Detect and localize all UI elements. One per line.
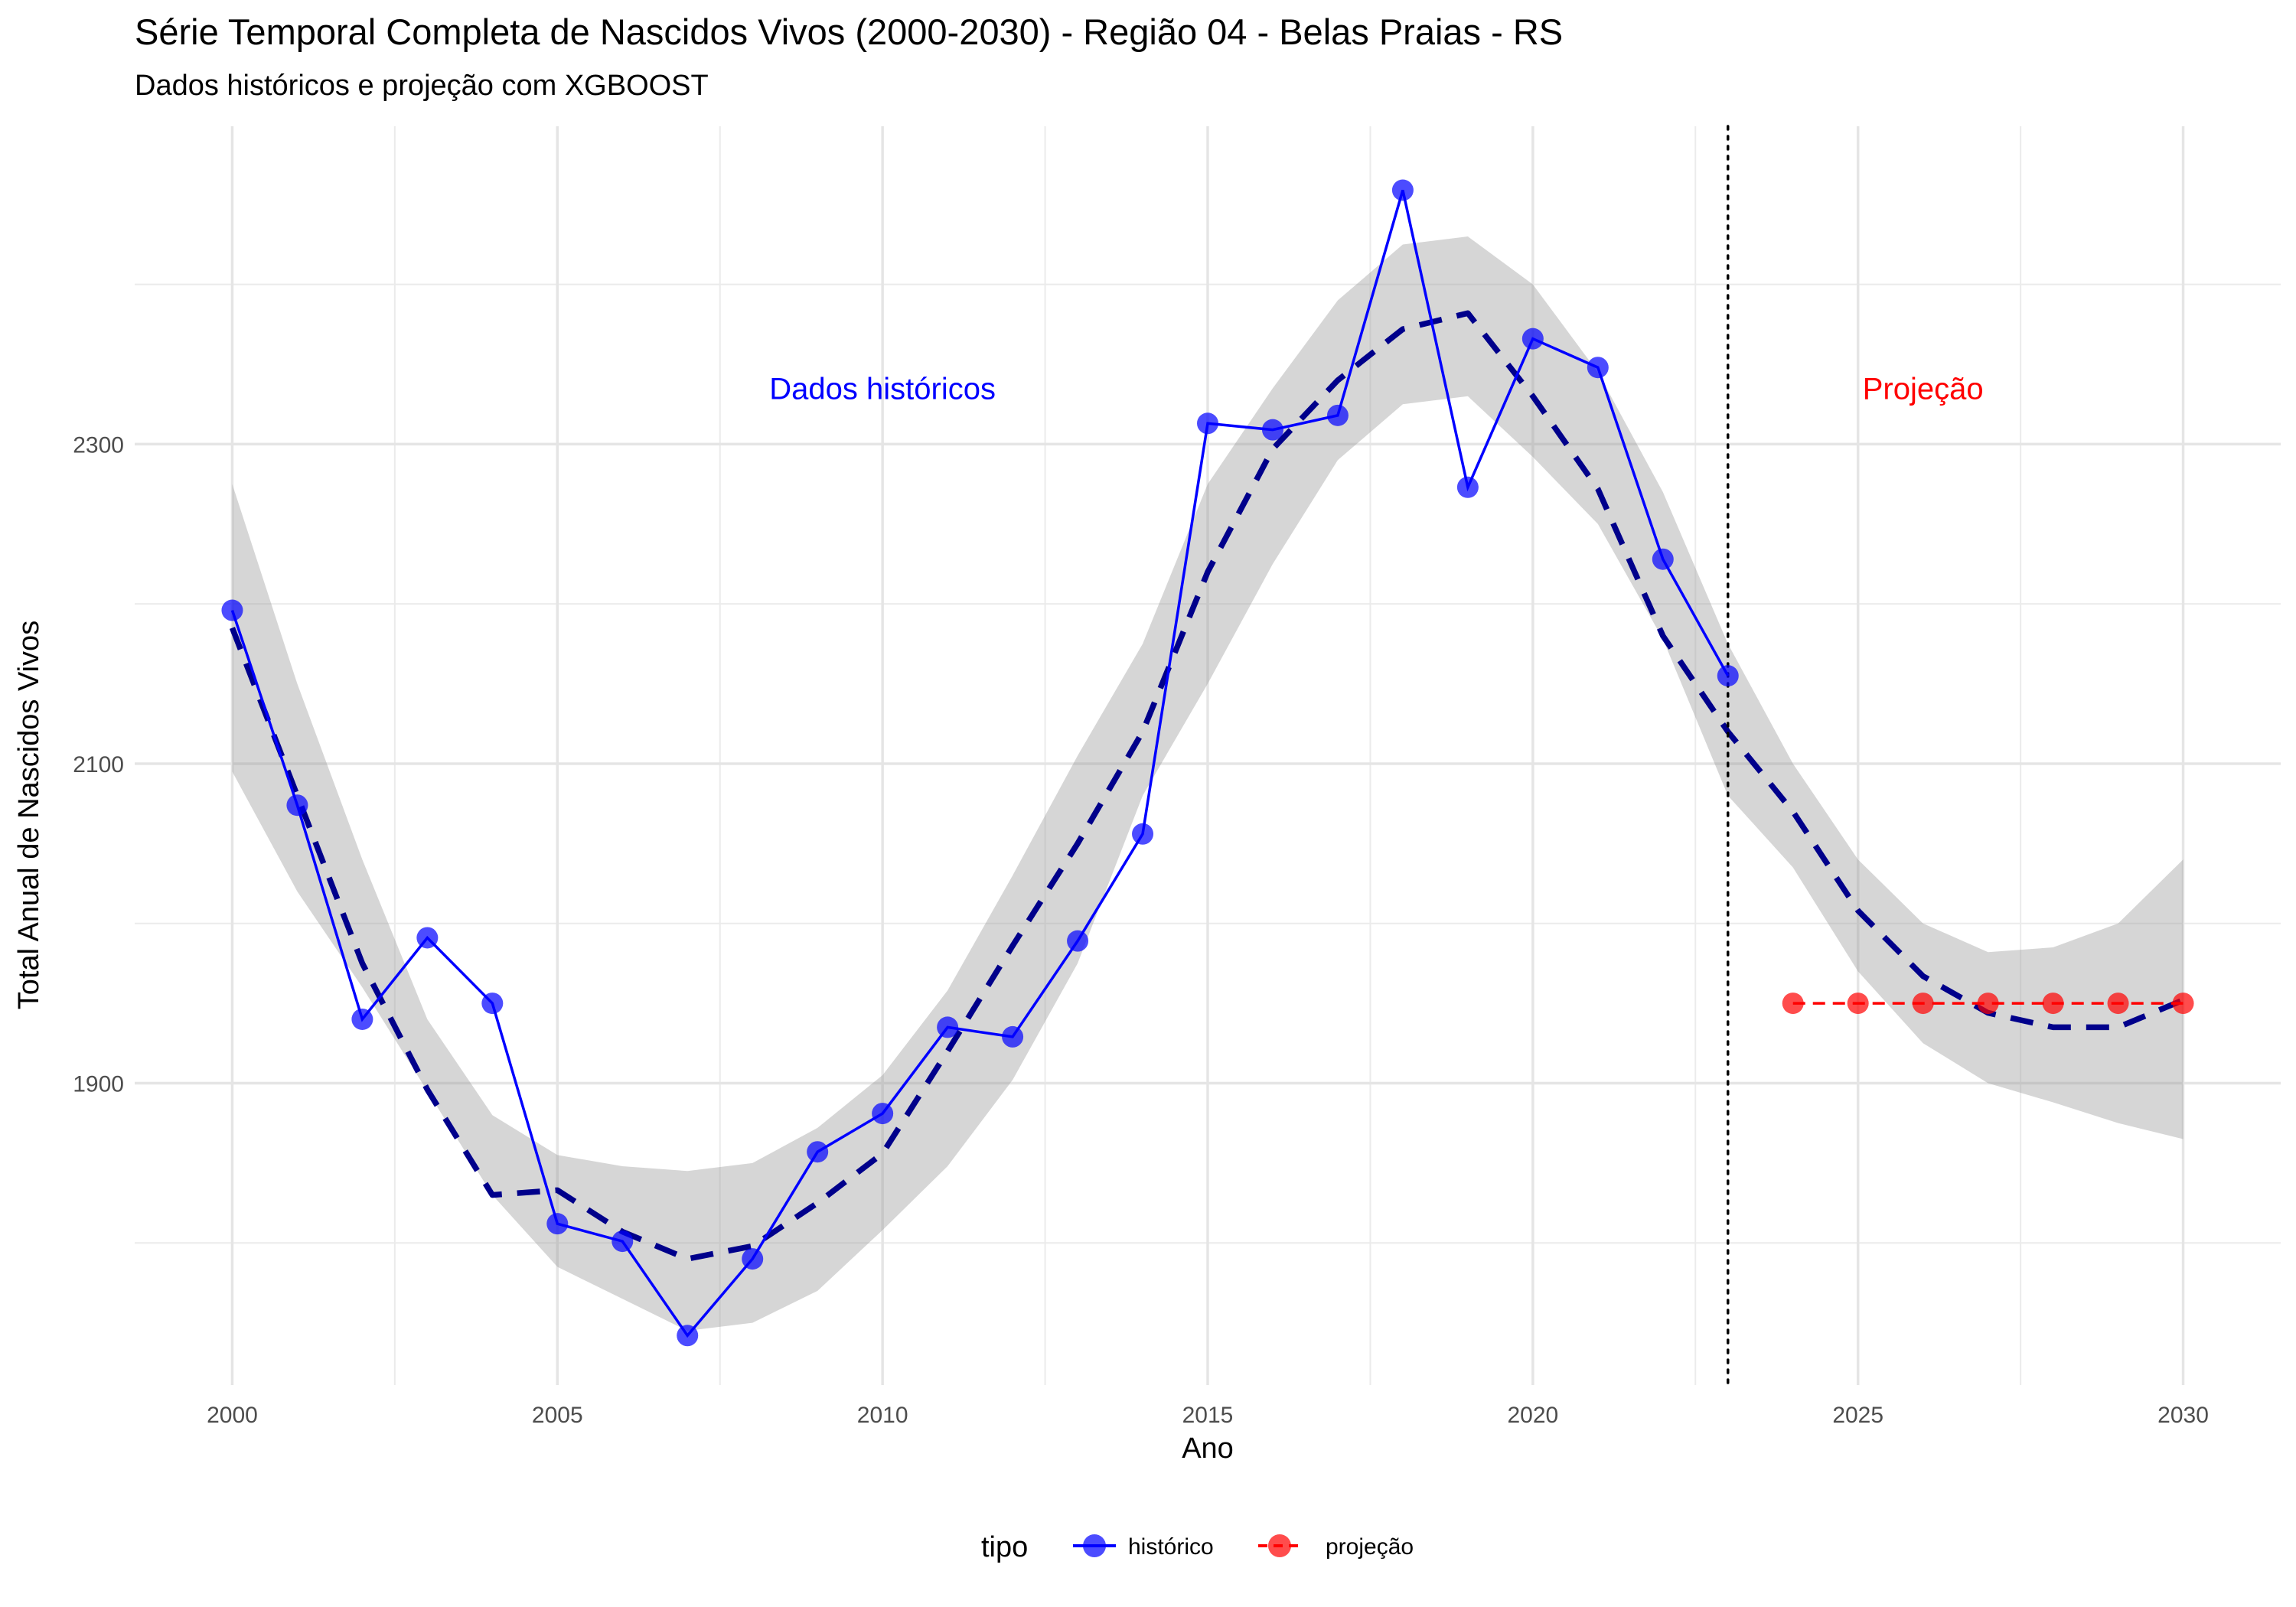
data-point-historico [1456, 476, 1479, 498]
confidence-band-layer [232, 236, 2183, 1332]
x-tick-label: 2025 [1832, 1403, 1883, 1428]
data-point-historico [1132, 823, 1154, 845]
data-point-historico [807, 1141, 829, 1163]
data-point-projecao [2172, 993, 2194, 1015]
data-point-projecao [1782, 993, 1804, 1015]
trend-line-layer [229, 310, 2184, 1262]
data-point-historico [872, 1103, 894, 1125]
data-point-projecao [1977, 993, 1999, 1015]
data-point-historico [1326, 404, 1349, 426]
x-tick-labels: 2000 2005 2010 2015 2020 2025 2030 [207, 1403, 2209, 1428]
y-axis-title: Total Anual de Nascidos Vivos [13, 621, 45, 1009]
y-tick-label: 2100 [73, 752, 124, 777]
x-tick-label: 2005 [532, 1403, 583, 1428]
y-tick-label: 2300 [73, 432, 124, 458]
legend-key-point-historico [1083, 1534, 1106, 1557]
y-tick-labels: 1900 2100 2300 [73, 432, 124, 1097]
series-layer [221, 179, 2194, 1347]
legend-label-projecao: projeção [1326, 1534, 1414, 1560]
data-point-historico [286, 794, 308, 817]
chart-title: Série Temporal Completa de Nascidos Vivo… [135, 11, 1563, 52]
x-tick-label: 2030 [2157, 1403, 2209, 1428]
data-point-projecao [2107, 993, 2129, 1015]
data-point-historico [937, 1016, 959, 1038]
legend-title: tipo [981, 1531, 1028, 1563]
data-point-projecao [1847, 993, 1869, 1015]
data-point-historico [1002, 1025, 1024, 1048]
legend-item-historico: histórico [1073, 1534, 1214, 1560]
data-point-historico [677, 1325, 699, 1347]
confidence-band [232, 236, 2183, 1332]
y-tick-label: 1900 [73, 1071, 124, 1097]
data-point-historico [1652, 548, 1674, 570]
chart-subtitle: Dados históricos e projeção com XGBOOST [135, 70, 709, 102]
data-point-historico [221, 599, 243, 621]
legend-item-projecao: projeção [1258, 1534, 1414, 1560]
x-tick-label: 2015 [1182, 1403, 1234, 1428]
trend-line [229, 310, 2184, 1262]
data-point-projecao [1912, 993, 1934, 1015]
x-axis-title: Ano [1182, 1433, 1234, 1465]
x-tick-label: 2010 [857, 1403, 908, 1428]
legend: tipo histórico projeção [981, 1531, 1414, 1563]
legend-key-point-projecao [1268, 1534, 1291, 1557]
data-point-historico [416, 927, 439, 949]
data-point-historico [1197, 412, 1218, 435]
data-point-historico [546, 1213, 569, 1235]
annotation-layer: Dados históricos Projeção [769, 372, 1983, 406]
data-point-projecao [2042, 993, 2064, 1015]
data-point-historico [612, 1231, 634, 1253]
series-line-historico [230, 190, 1730, 1338]
data-point-historico [1717, 665, 1739, 687]
x-tick-label: 2020 [1507, 1403, 1558, 1428]
legend-label-historico: histórico [1128, 1534, 1214, 1560]
annotation-dados-historicos: Dados históricos [769, 372, 996, 406]
gridlines [135, 126, 2281, 1385]
data-point-historico [1521, 328, 1544, 350]
data-point-historico [742, 1248, 764, 1270]
data-point-historico [481, 993, 504, 1015]
data-point-historico [1067, 930, 1089, 952]
data-point-historico [1391, 179, 1414, 201]
annotation-projecao: Projeção [1863, 372, 1984, 406]
data-point-historico [1587, 357, 1609, 379]
x-tick-label: 2000 [207, 1403, 258, 1428]
data-point-historico [1261, 419, 1283, 441]
data-point-historico [351, 1008, 373, 1030]
